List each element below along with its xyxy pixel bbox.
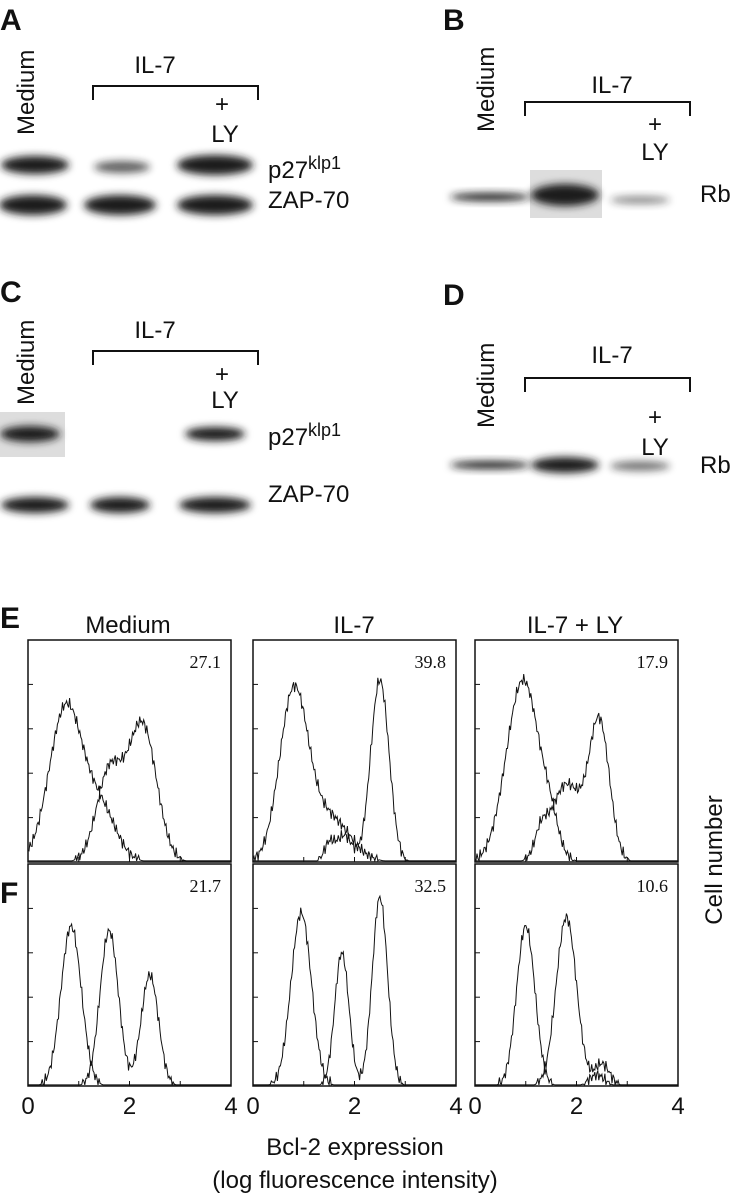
blot xyxy=(450,457,670,473)
row-label: ZAP-70 xyxy=(268,187,349,214)
row-label: Rb xyxy=(700,452,731,479)
bracket xyxy=(524,101,691,116)
x-label: Bcl-2 expression xyxy=(266,1134,443,1161)
row-label: p27klp1 xyxy=(268,153,341,184)
panel-letter: B xyxy=(443,4,465,37)
histogram-curve xyxy=(475,913,678,1086)
histogram-curve xyxy=(28,716,231,862)
column-title: IL-7 + LY xyxy=(527,612,623,639)
percentage: 39.8 xyxy=(415,652,447,672)
histogram-curve xyxy=(28,922,231,1086)
treatment: IL-7 xyxy=(134,317,175,344)
lane-label: Medium xyxy=(473,343,500,428)
histogram-curve xyxy=(253,894,456,1086)
x-tick-label: 0 xyxy=(468,1093,481,1120)
bracket xyxy=(524,377,691,392)
histogram-curve xyxy=(474,674,678,863)
lane-label: Medium xyxy=(473,47,500,132)
x-tick-label: 4 xyxy=(449,1093,462,1120)
treatment: IL-7 xyxy=(591,72,632,99)
plus: + xyxy=(648,111,662,138)
histogram-curve xyxy=(27,697,231,862)
percentage: 32.5 xyxy=(415,876,447,896)
histograms: 27.1 39.8 17.9 21.7 0 2 4 32.5 0 2 4 10.6 0 2 4 xyxy=(21,639,685,1120)
x-tick-label: 2 xyxy=(570,1093,583,1120)
x-sublabel: (log fluorescence intensity) xyxy=(212,1167,497,1194)
row-label: p27klp1 xyxy=(268,420,341,451)
x-tick-label: 0 xyxy=(246,1093,259,1120)
plot-frame xyxy=(474,863,679,1087)
x-tick-label: 4 xyxy=(224,1093,237,1120)
histogram-curve xyxy=(253,677,456,862)
plot-frame xyxy=(27,639,232,863)
treatment: IL-7 xyxy=(134,52,175,79)
percentage: 10.6 xyxy=(637,876,669,896)
lane-label: Medium xyxy=(13,320,40,405)
row-label: ZAP-70 xyxy=(268,481,349,508)
y-label: Cell number xyxy=(701,795,728,924)
inhibitor: LY xyxy=(641,139,669,166)
panel-letter: A xyxy=(0,4,22,37)
histogram-curve xyxy=(475,924,678,1086)
column-title: Medium xyxy=(85,612,170,639)
inhibitor: LY xyxy=(641,434,669,461)
panel-letter: E xyxy=(0,602,20,635)
inhibitor: LY xyxy=(211,387,239,414)
histogram-curve xyxy=(252,682,456,863)
histogram-curve xyxy=(28,927,231,1086)
blot xyxy=(450,170,670,218)
plot-frame xyxy=(474,639,679,863)
row-label: Rb xyxy=(700,181,731,208)
plus: + xyxy=(648,404,662,431)
inhibitor: LY xyxy=(211,121,239,148)
blot xyxy=(0,412,251,513)
panel-letter: F xyxy=(0,877,18,910)
x-tick-label: 2 xyxy=(123,1093,136,1120)
column-title: IL-7 xyxy=(333,612,374,639)
x-tick-label: 4 xyxy=(671,1093,684,1120)
x-tick-label: 2 xyxy=(348,1093,361,1120)
plot-frame xyxy=(252,639,457,863)
bracket xyxy=(92,350,259,365)
plus: + xyxy=(215,91,229,118)
percentage: 27.1 xyxy=(190,652,222,672)
blot xyxy=(0,155,253,215)
plot-frame xyxy=(252,863,457,1087)
bracket xyxy=(92,85,259,100)
treatment: IL-7 xyxy=(591,342,632,369)
panel-letter: C xyxy=(0,276,22,309)
panel-letter: D xyxy=(443,279,465,312)
plus: + xyxy=(215,361,229,388)
x-tick-label: 0 xyxy=(21,1093,34,1120)
lane-label: Medium xyxy=(13,50,40,135)
plot-frame xyxy=(27,863,232,1087)
histogram-curve xyxy=(475,712,678,862)
percentage: 17.9 xyxy=(637,652,669,672)
percentage: 21.7 xyxy=(190,876,222,896)
